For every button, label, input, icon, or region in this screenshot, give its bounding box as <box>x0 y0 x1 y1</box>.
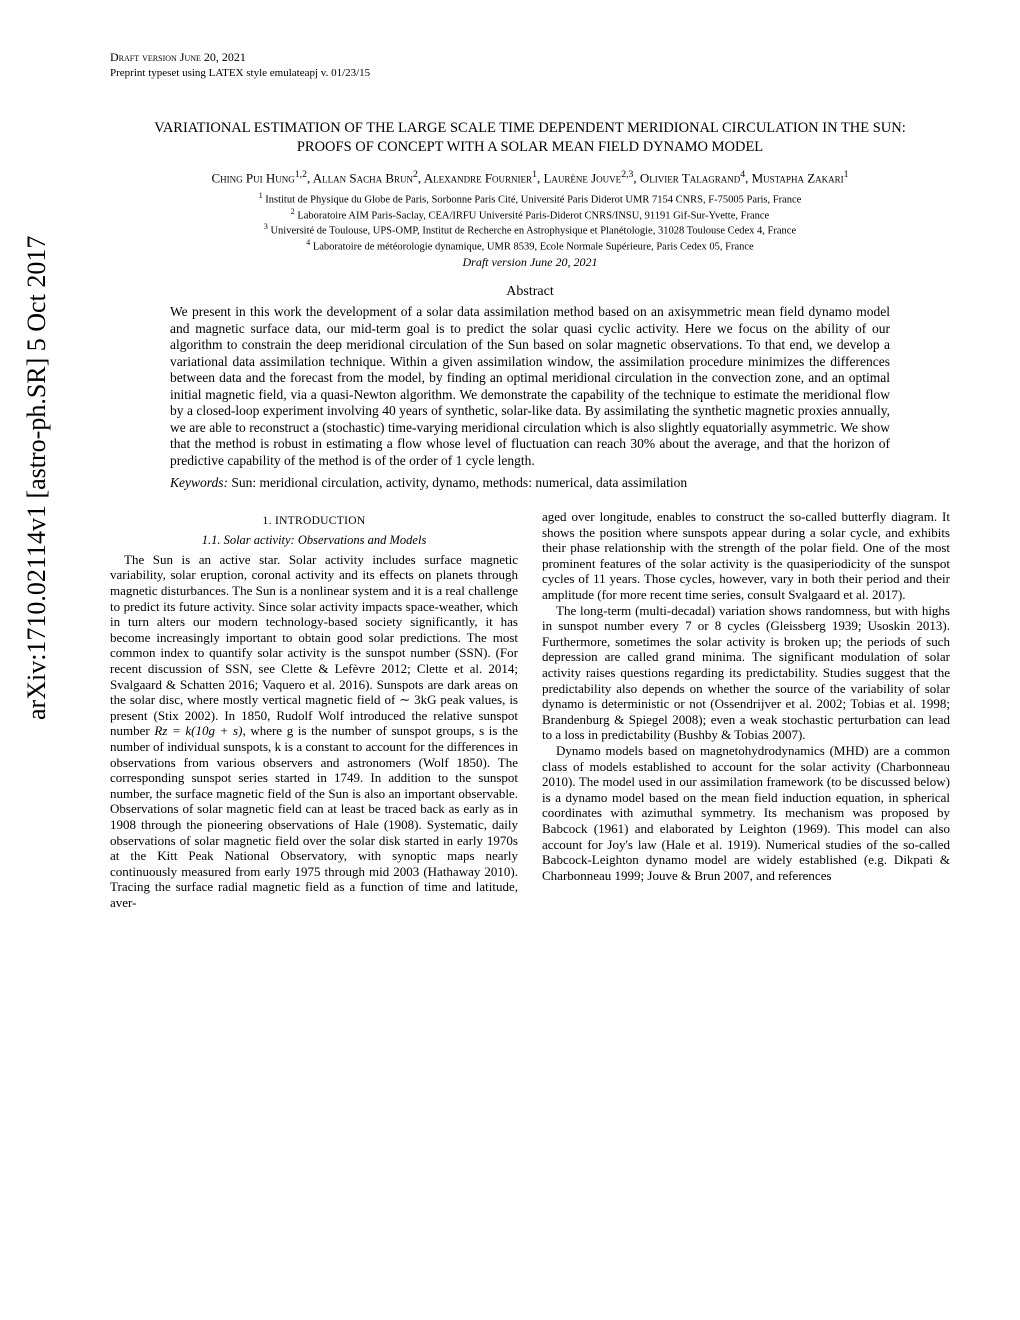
authors-list: Ching Pui Hung1,2, Allan Sacha Brun2, Al… <box>140 169 920 187</box>
preprint-format-line: Preprint typeset using LATEX style emula… <box>110 67 950 79</box>
left-p1-text-b: , where g is the number of sunspot group… <box>110 723 518 910</box>
affiliation-2: 2 Laboratoire AIM Paris-Saclay, CEA/IRFU… <box>120 207 940 223</box>
abstract-heading: Abstract <box>110 284 950 300</box>
author-5: , Olivier Talagrand <box>633 170 740 185</box>
author-1: Ching Pui Hung <box>211 170 294 185</box>
left-paragraph-1: The Sun is an active star. Solar activit… <box>110 552 518 911</box>
affil-1-text: Institut de Physique du Globe de Paris, … <box>263 194 802 205</box>
affil-2-text: Laboratoire AIM Paris-Saclay, CEA/IRFU U… <box>295 210 769 221</box>
section-1-heading: 1. INTRODUCTION <box>110 515 518 529</box>
right-column: aged over longitude, enables to construc… <box>542 509 950 910</box>
affiliation-3: 3 Université de Toulouse, UPS-OMP, Insti… <box>120 222 940 238</box>
author-6: , Mustapha Zakari <box>745 170 844 185</box>
right-paragraph-3: Dynamo models based on magnetohydrodynam… <box>542 743 950 883</box>
paper-title: VARIATIONAL ESTIMATION OF THE LARGE SCAL… <box>130 119 930 157</box>
author-3: , Alexandre Fournier <box>418 170 532 185</box>
left-formula: Rz = k(10g + s) <box>154 723 242 738</box>
affiliation-4: 4 Laboratoire de météorologie dynamique,… <box>120 238 940 254</box>
right-paragraph-1: aged over longitude, enables to construc… <box>542 509 950 603</box>
keywords-label: Keywords: <box>170 475 228 490</box>
affil-4-text: Laboratoire de météorologie dynamique, U… <box>310 241 754 252</box>
draft-version-header: Draft version June 20, 2021 <box>110 50 950 65</box>
section-1-1-heading: 1.1. Solar activity: Observations and Mo… <box>110 533 518 548</box>
right-paragraph-2: The long-term (multi-decadal) variation … <box>542 603 950 743</box>
two-column-body: 1. INTRODUCTION 1.1. Solar activity: Obs… <box>110 509 950 910</box>
left-column: 1. INTRODUCTION 1.1. Solar activity: Obs… <box>110 509 518 910</box>
left-p1-text-a: The Sun is an active star. Solar activit… <box>110 552 518 739</box>
author-4-affil: 2,3 <box>621 169 633 180</box>
keywords-text: Sun: meridional circulation, activity, d… <box>228 475 687 490</box>
author-4: , Laurène Jouve <box>537 170 621 185</box>
abstract-text: We present in this work the development … <box>170 304 890 469</box>
author-6-affil: 1 <box>844 169 849 180</box>
affil-3-text: Université de Toulouse, UPS-OMP, Institu… <box>268 226 796 237</box>
author-2: , Allan Sacha Brun <box>307 170 413 185</box>
keywords-line: Keywords: Sun: meridional circulation, a… <box>170 475 890 491</box>
page-content: Draft version June 20, 2021 Preprint typ… <box>0 0 1020 911</box>
affiliation-1: 1 Institut de Physique du Globe de Paris… <box>120 191 940 207</box>
author-1-affil: 1,2 <box>295 169 307 180</box>
draft-date: Draft version June 20, 2021 <box>110 255 950 270</box>
